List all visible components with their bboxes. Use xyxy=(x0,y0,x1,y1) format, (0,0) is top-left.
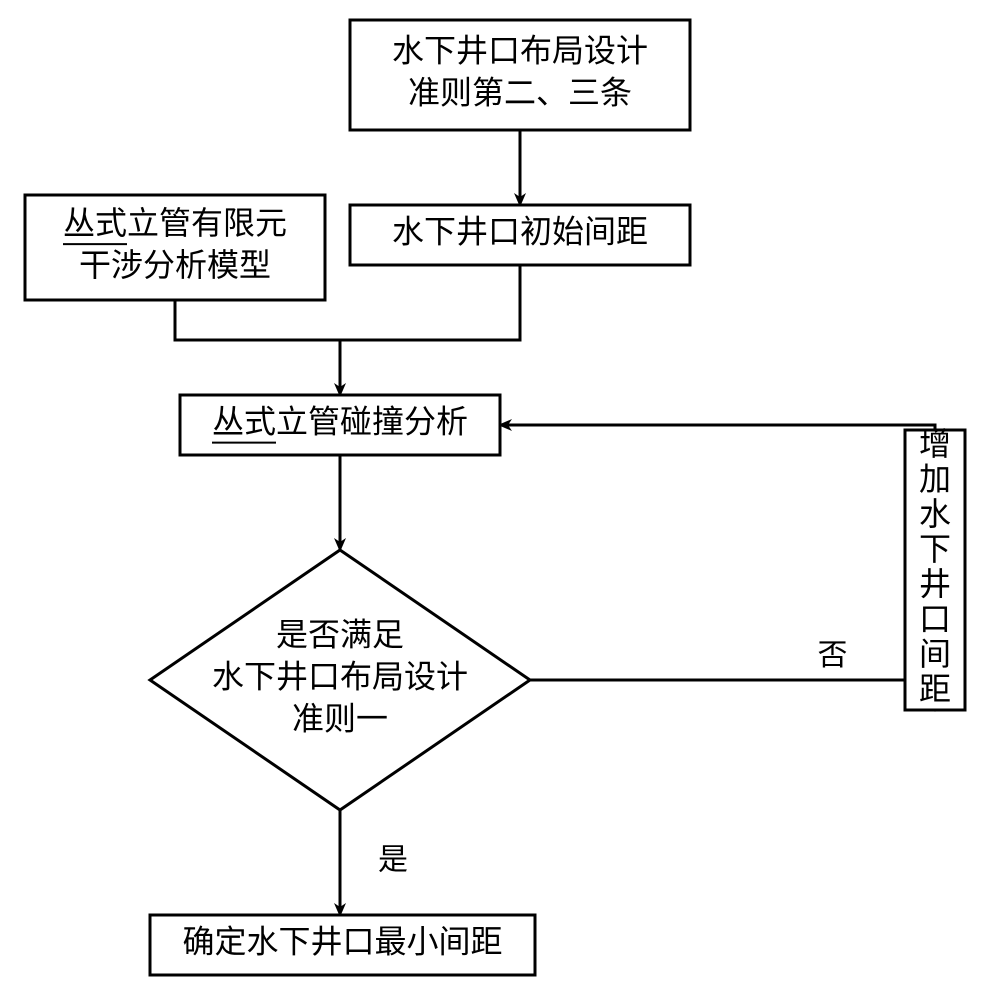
edge-decision-no-to-increase xyxy=(530,680,935,710)
edge-initial-merge xyxy=(340,265,520,340)
edge-femodel-merge xyxy=(175,300,340,340)
node-increase-text-0: 增 xyxy=(919,426,951,462)
edge-increase-to-collision xyxy=(500,425,935,430)
node-increase-text-3: 下 xyxy=(919,531,951,567)
node-increase-text-1: 加 xyxy=(919,461,951,497)
label-no: 否 xyxy=(818,639,848,672)
node-decision-text-1: 水下井口布局设计 xyxy=(212,658,468,694)
node-decision-text-2: 准则一 xyxy=(292,700,388,736)
node-result-text-0: 确定水下井口最小间距 xyxy=(182,923,502,959)
node-fe_model-text-0: 丛式立管有限元 xyxy=(63,205,287,241)
label-yes: 是 xyxy=(378,843,408,876)
node-rule23-text-0: 水下井口布局设计 xyxy=(392,32,648,68)
node-increase-text-7: 距 xyxy=(919,671,951,707)
node-increase-text-5: 口 xyxy=(919,601,951,637)
node-rule23-text-1: 准则第二、三条 xyxy=(408,74,632,110)
node-collision-text-0: 丛式立管碰撞分析 xyxy=(212,403,468,439)
node-decision-text-0: 是否满足 xyxy=(276,616,404,652)
node-increase-text-4: 井 xyxy=(919,566,951,602)
node-increase-text-2: 水 xyxy=(919,496,951,532)
node-initial_spacing-text-0: 水下井口初始间距 xyxy=(392,213,648,249)
node-increase-text-6: 间 xyxy=(919,636,951,672)
node-fe_model-text-1: 干涉分析模型 xyxy=(79,247,271,283)
